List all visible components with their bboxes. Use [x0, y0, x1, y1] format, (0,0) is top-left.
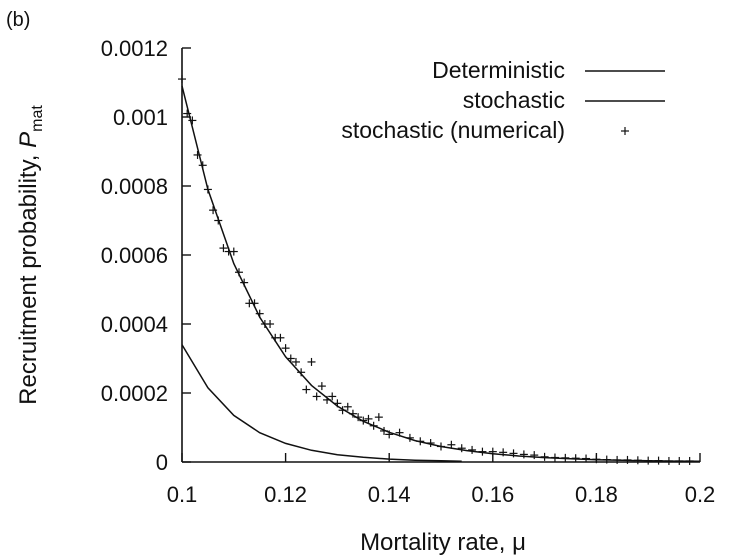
y-tick-label: 0.0008 [101, 174, 168, 199]
series-stochastic-numerical-point [193, 150, 202, 159]
x-tick-label: 0.14 [368, 482, 411, 507]
legend-deterministic-label: Deterministic [432, 57, 565, 83]
series-stochastic-numerical-point [328, 392, 337, 401]
series-stochastic-numerical-point [307, 357, 316, 366]
legend-stochastic-numerical-label: stochastic (numerical) [341, 117, 565, 143]
series-deterministic-line [181, 344, 462, 462]
series-stochastic-numerical-point [550, 453, 559, 462]
series-stochastic-numerical-point [343, 402, 352, 411]
panel-label: (b) [6, 9, 30, 31]
series-stochastic-numerical-point [613, 455, 622, 464]
series-stochastic-numerical-point [488, 447, 497, 456]
series-stochastic-numerical-point [644, 456, 653, 465]
axes: 0 0.0002 0.0004 0.0006 0.0008 0.001 0.0012 0.1 0… [101, 36, 716, 507]
y-axis-title-main: Recruitment probability, [15, 148, 42, 405]
series-stochastic-numerical-point [178, 75, 186, 84]
series-stochastic-numerical-point [286, 354, 295, 363]
series-stochastic-numerical-point [302, 385, 311, 394]
series-stochastic-numerical-point [203, 185, 212, 194]
series-stochastic-numerical-point [416, 437, 425, 446]
series-stochastic-numerical-point [654, 456, 663, 465]
series-stochastic-numerical-point [540, 452, 549, 461]
series-stochastic-numerical-point [338, 406, 347, 415]
series-stochastic-numerical-point [219, 244, 228, 253]
series-stochastic-numerical-point [374, 413, 383, 422]
series-stochastic-numerical-point [633, 456, 642, 465]
series-stochastic-numerical-point [240, 278, 249, 287]
series-stochastic-numerical-point [380, 426, 389, 435]
series-stochastic-numerical-point [582, 454, 591, 463]
y-axis-title: Recruitment probability, Pmat [15, 105, 46, 405]
series-stochastic-numerical-point [323, 395, 332, 404]
series-stochastic-numerical-point [395, 428, 404, 437]
series-stochastic-numerical-point [317, 382, 326, 391]
series-stochastic-numerical-point [312, 392, 321, 401]
series-stochastic-numerical-point [675, 456, 684, 465]
x-axis-title: Mortality rate, μ [360, 529, 526, 556]
x-tick-label: 0.12 [264, 482, 307, 507]
series-stochastic-numerical-point [333, 399, 342, 408]
series-stochastic-numerical-point [478, 447, 487, 456]
series-stochastic-numerical-point [561, 453, 570, 462]
legend-stochastic-label: stochastic [463, 87, 565, 113]
series-stochastic-numerical-point [250, 299, 259, 308]
series-stochastic-numerical-point [297, 368, 306, 377]
series-stochastic-numerical-point [468, 445, 477, 454]
x-tick-label: 0.18 [575, 482, 618, 507]
series-stochastic-numerical-point [509, 449, 518, 458]
y-tick-label: 0 [156, 450, 168, 475]
plot-area [178, 75, 701, 465]
y-tick-label: 0.0004 [101, 312, 168, 337]
series-stochastic-numerical-point [457, 444, 466, 453]
series-stochastic-numerical-point [447, 440, 456, 449]
series-stochastic-numerical-point [664, 456, 673, 465]
legend: Deterministic stochastic stochastic (numer… [341, 57, 665, 143]
y-tick-label: 0.0006 [101, 243, 168, 268]
series-stochastic-numerical-point [571, 454, 580, 463]
series-stochastic-numerical-point [198, 161, 207, 170]
series-stochastic-numerical-point [499, 448, 508, 457]
series-stochastic-numerical-point [234, 268, 243, 277]
series-stochastic-numerical-point [209, 206, 218, 215]
series-stochastic-numerical-point [291, 357, 300, 366]
series-stochastic-numerical-point [276, 333, 285, 342]
series-stochastic-numerical-point [188, 116, 197, 125]
series-stochastic-numerical-point [281, 344, 290, 353]
y-tick-label: 0.0012 [101, 36, 168, 61]
series-stochastic-numerical-point [685, 456, 694, 465]
series-stochastic-numerical-point [229, 247, 238, 256]
series-stochastic-numerical-point [426, 439, 435, 448]
series-stochastic-numerical-point [592, 455, 601, 464]
y-axis-title-symbol: P [15, 132, 42, 148]
series-stochastic-numerical-point [623, 455, 632, 464]
series-stochastic-numerical-point [359, 416, 368, 425]
y-tick-label: 0.0002 [101, 381, 168, 406]
series-stochastic-numerical-point [437, 442, 445, 451]
y-tick-label: 0.001 [113, 105, 168, 130]
series-stochastic-numerical-point [354, 413, 363, 422]
series-stochastic-numerical-point [405, 433, 414, 442]
x-tick-label: 0.1 [167, 482, 198, 507]
series-stochastic-numerical-point [348, 409, 357, 418]
series-stochastic-numerical-point [519, 450, 528, 459]
series-stochastic-numerical-point [255, 309, 264, 318]
series-stochastic-numerical-point [266, 320, 275, 328]
series-stochastic-numerical-point [602, 455, 611, 464]
series-stochastic-numerical-point [530, 451, 539, 460]
x-tick-label: 0.2 [685, 482, 716, 507]
x-tick-label: 0.16 [471, 482, 514, 507]
series-stochastic-numerical-point [183, 109, 192, 118]
legend-stochastic-numerical-sample [621, 127, 629, 135]
series-stochastic-numerical-point [385, 430, 394, 439]
series-stochastic-numerical-point [214, 216, 223, 225]
series-stochastic-numerical-point [364, 414, 373, 423]
series-stochastic-numerical-point [369, 421, 378, 430]
y-axis-title-subscript: mat [29, 105, 46, 132]
